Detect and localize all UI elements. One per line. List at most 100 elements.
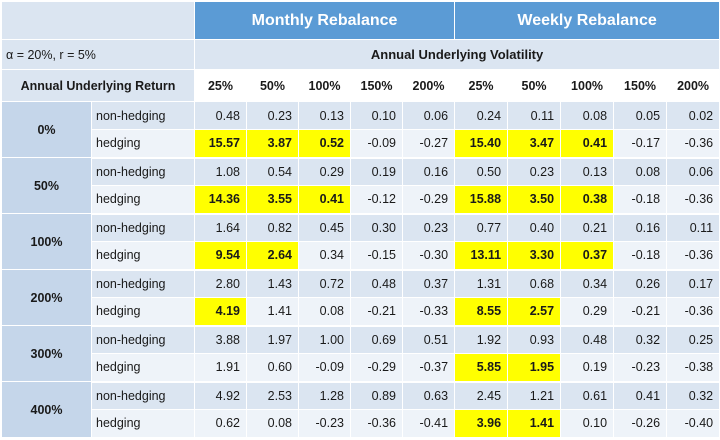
highlighted-value-cell: 14.36 — [194, 185, 247, 215]
highlighted-value-cell: 1.95 — [507, 353, 562, 383]
value-cell: -0.33 — [401, 297, 456, 327]
value-cell: 0.30 — [350, 213, 403, 242]
value-cell: -0.18 — [613, 241, 668, 271]
highlighted-value-cell: 3.55 — [246, 185, 299, 215]
value-cell: 0.41 — [613, 381, 668, 410]
table-row: hedging 0.62 0.08 -0.23 -0.36 -0.41 3.96 1.41 0.… — [2, 409, 720, 439]
return-group-label: 0% — [1, 101, 92, 158]
value-cell: 0.08 — [613, 157, 668, 186]
value-cell: -0.36 — [350, 409, 403, 439]
value-cell: 1.00 — [298, 325, 351, 354]
table-row: 0% non-hedging 0.48 0.23 0.13 0.10 0.06 0.24 0.1… — [1, 101, 720, 158]
strategy-label: hedging — [91, 185, 195, 215]
strategy-label: non-hedging — [91, 381, 195, 410]
value-cell: 1.28 — [298, 381, 351, 410]
monthly-rebalance-header: Monthly Rebalance — [193, 1, 456, 40]
value-cell: -0.26 — [613, 409, 668, 439]
value-cell: 1.08 — [194, 157, 247, 186]
vol-header: 100% — [298, 69, 351, 102]
table-row: 100% non-hedging 1.64 0.82 0.45 0.30 0.23 0.77 0… — [1, 213, 720, 270]
value-cell: 1.92 — [454, 325, 509, 354]
highlighted-value-cell: 13.11 — [454, 241, 509, 271]
highlighted-value-cell: 2.57 — [507, 297, 562, 327]
value-cell: 0.54 — [246, 157, 299, 186]
value-cell: 0.11 — [666, 213, 720, 242]
return-group-label: 300% — [1, 325, 92, 382]
return-title: Annual Underlying Return — [1, 69, 195, 102]
vol-header: 200% — [401, 69, 456, 102]
strategy-label: non-hedging — [91, 157, 195, 186]
value-cell: 0.77 — [454, 213, 509, 242]
value-cell: -0.38 — [666, 353, 720, 383]
vol-header: 25% — [194, 69, 247, 102]
value-cell: 2.53 — [246, 381, 299, 410]
value-cell: 1.97 — [246, 325, 299, 354]
value-cell: -0.23 — [298, 409, 351, 439]
value-cell: 0.02 — [666, 101, 720, 130]
value-cell: 1.41 — [246, 297, 299, 327]
table-row: 200% non-hedging 2.80 1.43 0.72 0.48 0.37 1.31 0… — [1, 269, 720, 326]
value-cell: 0.23 — [401, 213, 456, 242]
highlighted-value-cell: 0.41 — [560, 129, 615, 159]
highlighted-value-cell: 15.40 — [454, 129, 509, 159]
table-row: hedging 14.36 3.55 0.41 -0.12 -0.29 15.88 3.50 0… — [2, 185, 720, 215]
value-cell: -0.18 — [613, 185, 668, 215]
table-row: hedging 15.57 3.87 0.52 -0.09 -0.27 15.40 3.47 0… — [2, 129, 720, 159]
table-row: 400% non-hedging 4.92 2.53 1.28 0.89 0.63 2.45 1… — [1, 381, 720, 438]
vol-header: 100% — [560, 69, 615, 102]
value-cell: 0.34 — [298, 241, 351, 271]
strategy-label: hedging — [91, 353, 195, 383]
value-cell: 0.16 — [401, 157, 456, 186]
value-cell: -0.40 — [666, 409, 720, 439]
value-cell: -0.09 — [298, 353, 351, 383]
value-cell: 0.32 — [666, 381, 720, 410]
vol-header: 50% — [507, 69, 562, 102]
value-cell: 0.50 — [454, 157, 509, 186]
value-cell: -0.36 — [666, 241, 720, 271]
highlighted-value-cell: 1.41 — [507, 409, 562, 439]
vol-header: 50% — [246, 69, 299, 102]
value-cell: -0.12 — [350, 185, 403, 215]
highlighted-value-cell: 3.47 — [507, 129, 562, 159]
value-cell: 0.11 — [507, 101, 562, 130]
table-row: 50% non-hedging 1.08 0.54 0.29 0.19 0.16 0.50 0.… — [1, 157, 720, 214]
highlighted-value-cell: 8.55 — [454, 297, 509, 327]
value-cell: 0.08 — [560, 101, 615, 130]
highlighted-value-cell: 15.57 — [194, 129, 247, 159]
value-cell: 0.06 — [401, 101, 456, 130]
value-cell: 0.69 — [350, 325, 403, 354]
value-cell: 0.05 — [613, 101, 668, 130]
value-cell: -0.36 — [666, 297, 720, 327]
table-body: 0% non-hedging 0.48 0.23 0.13 0.10 0.06 0.24 0.1… — [1, 101, 720, 439]
value-cell: 0.48 — [350, 269, 403, 298]
value-cell: 0.08 — [246, 409, 299, 439]
value-cell: 2.80 — [194, 269, 247, 298]
value-cell: -0.23 — [613, 353, 668, 383]
value-cell: 0.63 — [401, 381, 456, 410]
vol-header: 200% — [666, 69, 720, 102]
strategy-label: non-hedging — [91, 213, 195, 242]
highlighted-value-cell: 3.30 — [507, 241, 562, 271]
value-cell: 1.43 — [246, 269, 299, 298]
value-cell: 1.21 — [507, 381, 562, 410]
value-cell: 0.51 — [401, 325, 456, 354]
value-cell: -0.21 — [350, 297, 403, 327]
vol-header: 25% — [454, 69, 509, 102]
strategy-label: non-hedging — [91, 325, 195, 354]
table-row: hedging 1.91 0.60 -0.09 -0.29 -0.37 5.85 1.95 0.… — [2, 353, 720, 383]
value-cell: 0.89 — [350, 381, 403, 410]
return-group-label: 200% — [1, 269, 92, 326]
value-cell: 0.60 — [246, 353, 299, 383]
value-cell: -0.09 — [350, 129, 403, 159]
value-cell: -0.36 — [666, 185, 720, 215]
value-cell: 0.61 — [560, 381, 615, 410]
return-group-label: 400% — [1, 381, 92, 438]
highlighted-value-cell: 0.37 — [560, 241, 615, 271]
value-cell: 0.19 — [350, 157, 403, 186]
table-row: 300% non-hedging 3.88 1.97 1.00 0.69 0.51 1.92 0… — [1, 325, 720, 382]
value-cell: -0.36 — [666, 129, 720, 159]
value-cell: 3.88 — [194, 325, 247, 354]
strategy-label: hedging — [91, 241, 195, 271]
value-cell: 4.92 — [194, 381, 247, 410]
value-cell: 0.06 — [666, 157, 720, 186]
